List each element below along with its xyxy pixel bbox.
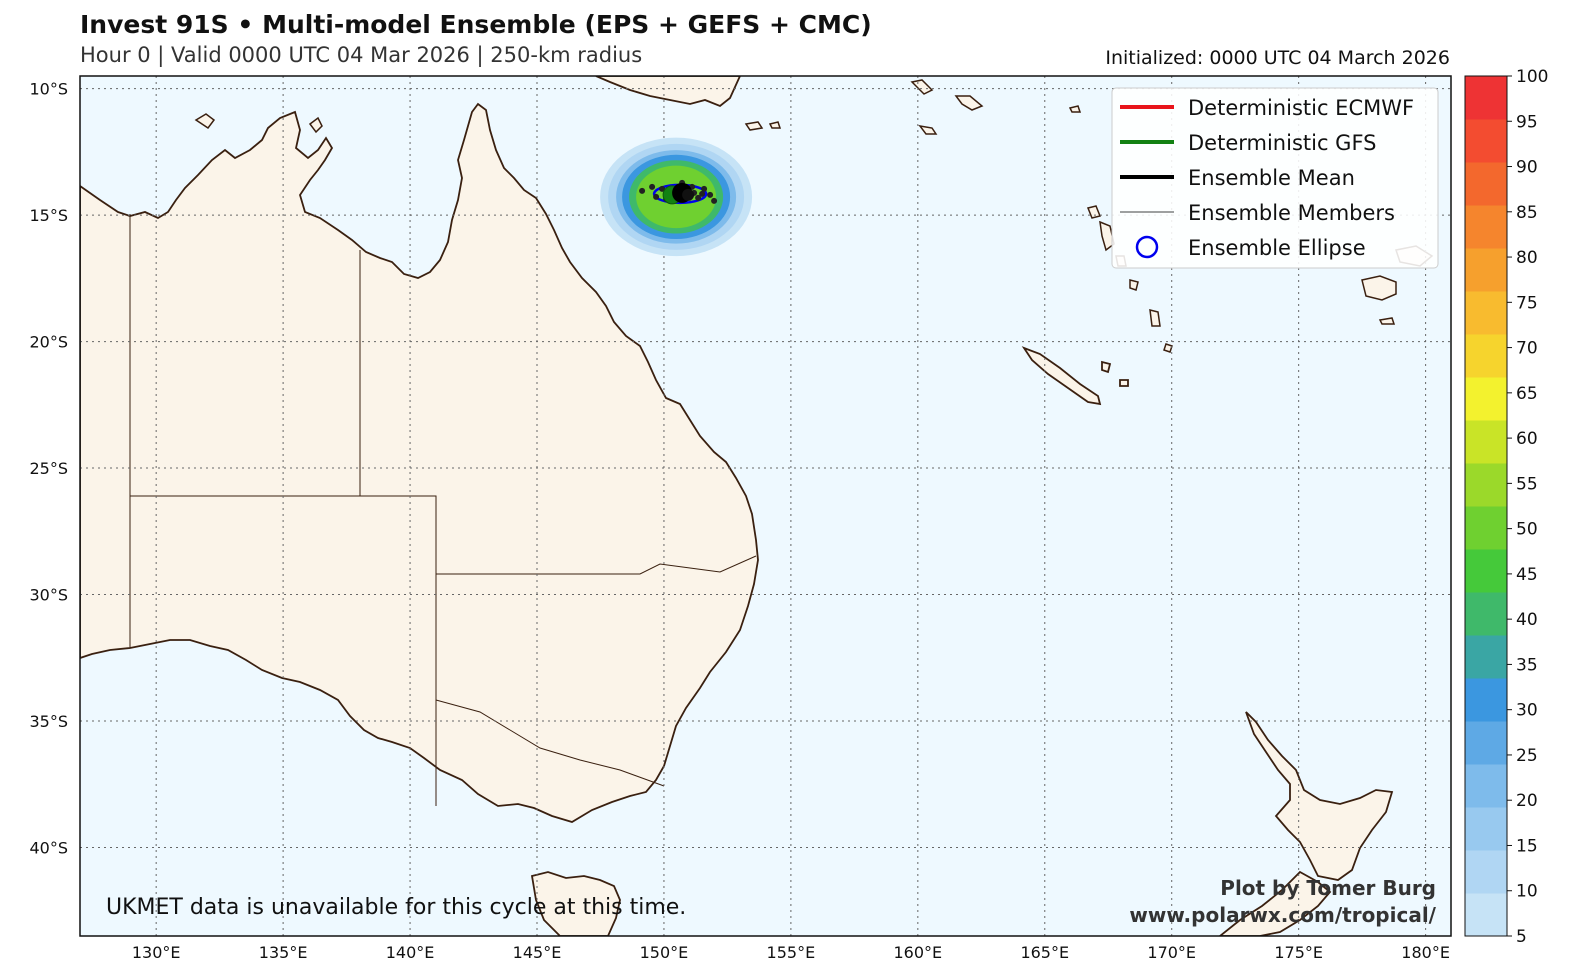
- colorbar-tick-label: 15: [1516, 836, 1538, 856]
- land-new-guinea: [595, 76, 741, 108]
- legend-label-mean: Ensemble Mean: [1188, 166, 1355, 190]
- state-borders: [129, 214, 757, 806]
- colorbar-tick-label: 25: [1516, 746, 1538, 766]
- credit-author: Plot by Tomer Burg: [1220, 876, 1436, 900]
- lat-tick-label: 25°S: [29, 459, 68, 478]
- colorbar-segment: [1465, 893, 1507, 937]
- member-point: [707, 191, 714, 198]
- legend-label-members: Ensemble Members: [1188, 201, 1395, 225]
- lon-tick-label: 180°E: [1401, 943, 1450, 962]
- colorbar-segment: [1465, 850, 1507, 894]
- member-point: [711, 197, 718, 204]
- graticule: [80, 76, 1451, 936]
- chart-title: Invest 91S • Multi-model Ensemble (EPS +…: [80, 10, 872, 39]
- map-frame: [79, 75, 1452, 937]
- colorbar-tick-label: 60: [1516, 429, 1538, 449]
- land-new-zealand-south: [1218, 870, 1332, 936]
- lon-tick-label: 145°E: [513, 943, 562, 962]
- lat-tick-label: 15°S: [29, 206, 68, 225]
- colorbar-segment: [1465, 721, 1507, 765]
- lon-tick-label: 135°E: [259, 943, 308, 962]
- colorbar-segment: [1465, 205, 1507, 249]
- lon-tick-label: 155°E: [767, 943, 816, 962]
- colorbar-segment: [1465, 592, 1507, 636]
- colorbar-tick-label: 95: [1516, 112, 1538, 132]
- lon-tick-label: 160°E: [894, 943, 943, 962]
- colorbar-tick-label: 65: [1516, 384, 1538, 404]
- colorbar-tick-label: 40: [1516, 610, 1538, 630]
- lat-tick-label: 40°S: [29, 838, 68, 857]
- lon-tick-label: 165°E: [1020, 943, 1069, 962]
- member-point: [659, 185, 666, 192]
- colorbar-tick-label: 30: [1516, 701, 1538, 721]
- lat-tick-label: 35°S: [29, 712, 68, 731]
- colorbar-tick-label: 55: [1516, 474, 1538, 494]
- lon-tick-label: 170°E: [1147, 943, 1196, 962]
- colorbar-tick-label: 45: [1516, 565, 1538, 585]
- member-point: [682, 188, 695, 201]
- longitude-labels: 130°E 135°E 140°E 145°E 150°E 155°E 160°E 165°E…: [132, 943, 1450, 962]
- colorbar-tick-label: 80: [1516, 248, 1538, 268]
- colorbar-tick-label: 5: [1516, 927, 1527, 947]
- lat-tick-label: 20°S: [29, 333, 68, 352]
- legend-label-ellipse: Ensemble Ellipse: [1188, 236, 1366, 260]
- colorbar-tick-label: 70: [1516, 339, 1538, 359]
- legend-label-ecmwf: Deterministic ECMWF: [1188, 96, 1414, 120]
- colorbar-segment: [1465, 119, 1507, 163]
- land-new-caledonia: [1021, 346, 1129, 406]
- land-new-zealand-north: [1245, 711, 1394, 881]
- colorbar-tick-label: 20: [1516, 791, 1538, 811]
- member-point: [701, 185, 708, 192]
- lon-tick-label: 150°E: [640, 943, 689, 962]
- colorbar-segment: [1465, 807, 1507, 851]
- colorbar-tick-label: 90: [1516, 158, 1538, 178]
- colorbar-segment: [1465, 76, 1507, 120]
- legend-swatch-ellipse: [1135, 235, 1159, 259]
- ukmet-note: UKMET data is unavailable for this cycle…: [106, 895, 686, 920]
- colorbar-segment: [1465, 248, 1507, 292]
- land-cape-york-islands: [194, 113, 323, 134]
- land-australia: [80, 102, 759, 823]
- legend-label-gfs: Deterministic GFS: [1188, 131, 1377, 155]
- member-point: [653, 193, 660, 200]
- lon-tick-label: 175°E: [1274, 943, 1323, 962]
- colorbar-segment: [1465, 162, 1507, 206]
- land-tasmania: [530, 871, 621, 936]
- colorbar-segment: [1465, 377, 1507, 421]
- latitude-labels: 10°S 15°S 20°S 25°S 30°S 35°S 40°S: [29, 80, 68, 858]
- initialized-time: Initialized: 0000 UTC 04 March 2026: [1105, 47, 1450, 69]
- land-solomon-islands: [744, 79, 1082, 135]
- colorbar-tick-label: 85: [1516, 203, 1538, 223]
- colorbar-tick-label: 75: [1516, 293, 1538, 313]
- member-point: [699, 190, 706, 197]
- colorbar-tick-label: 50: [1516, 520, 1538, 540]
- lat-tick-label: 30°S: [29, 586, 68, 605]
- colorbar-tick-label: 10: [1516, 882, 1538, 902]
- lon-tick-label: 130°E: [132, 943, 181, 962]
- chart-subtitle: Hour 0 | Valid 0000 UTC 04 Mar 2026 | 25…: [80, 43, 643, 67]
- colorbar-tick-label: 35: [1516, 655, 1538, 675]
- colorbar-segment: [1465, 334, 1507, 378]
- member-point: [639, 187, 646, 194]
- colorbar: 5 10 15 20 25 30 35 40 45 50 55 60 65 70 75 80 85 90 95 100: [1464, 67, 1548, 947]
- credit-url: www.polarwx.com/tropical/: [1129, 903, 1436, 927]
- legend: Deterministic ECMWF Deterministic GFS En…: [1111, 87, 1439, 269]
- colorbar-segment: [1465, 506, 1507, 550]
- ensemble-tracks: [639, 179, 718, 205]
- colorbar-segment: [1465, 635, 1507, 679]
- colorbar-frame: [1464, 75, 1508, 937]
- member-point: [649, 183, 656, 190]
- lat-tick-label: 10°S: [29, 80, 68, 99]
- colorbar-segment: [1465, 420, 1507, 464]
- lon-tick-label: 140°E: [386, 943, 435, 962]
- colorbar-segment: [1465, 463, 1507, 507]
- colorbar-segment: [1465, 764, 1507, 808]
- colorbar-segment: [1465, 678, 1507, 722]
- colorbar-tick-label: 100: [1516, 67, 1548, 87]
- member-point: [695, 194, 702, 201]
- colorbar-segment: [1465, 549, 1507, 593]
- colorbar-segment: [1465, 291, 1507, 335]
